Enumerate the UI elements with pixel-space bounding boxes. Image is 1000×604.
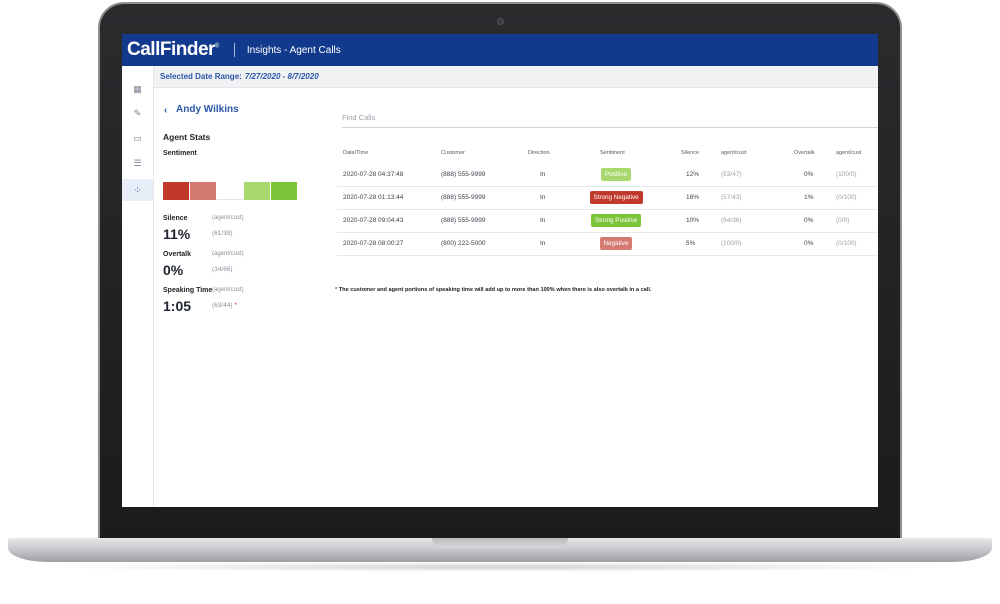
column-header-sentiment[interactable]: Sentiment	[600, 150, 625, 156]
silence-sub: (agent/cust)	[212, 215, 244, 221]
cell-overtalk-ratio: (100/0)	[836, 171, 857, 178]
cell-direction: In	[540, 217, 546, 224]
cell-customer: (800) 222-5000	[441, 240, 486, 247]
overtalk-ratio: (34/66)	[212, 266, 233, 273]
cell-overtalk-ratio: (0/100)	[836, 194, 857, 201]
table-row[interactable]: 2020-07-28 04:37:48 (888) 555-9999 In 12% (5…	[337, 164, 878, 187]
column-header-datetime[interactable]: Date/Time	[343, 150, 369, 156]
cell-direction: In	[540, 194, 546, 201]
cell-datetime: 2020-07-28 04:37:48	[343, 171, 404, 178]
column-header-direction[interactable]: Direction	[528, 150, 550, 156]
cell-silence: 5%	[686, 240, 696, 247]
silence-value: 11%	[163, 226, 191, 242]
cell-overtalk-ratio: (0/100)	[836, 240, 857, 247]
top-bar: CallFinder® Insights - Agent Calls	[122, 34, 878, 66]
app-screen: CallFinder® Insights - Agent Calls Selec…	[122, 34, 878, 507]
column-header-overtalk-ratio[interactable]: agent/cust	[836, 150, 862, 156]
cell-customer: (888) 555-9999	[441, 194, 486, 201]
cell-silence-ratio: (57/43)	[721, 194, 742, 201]
overtalk-sub: (agent/cust)	[212, 251, 244, 257]
date-range-bar: Selected Date Range: 7/27/2020 - 8/7/202…	[122, 66, 878, 88]
cell-overtalk: 0%	[804, 217, 814, 224]
sidebar-item-dashboard[interactable]: ▦	[122, 78, 153, 100]
cell-silence-ratio: (64/36)	[721, 217, 742, 224]
cell-direction: In	[540, 240, 546, 247]
speaking-time-footnote: * The customer and agent portions of spe…	[335, 287, 652, 293]
sentiment-badge: Strong Positive	[591, 214, 642, 227]
column-header-customer[interactable]: Customer	[441, 150, 465, 156]
silence-ratio: (61/39)	[212, 230, 233, 237]
find-calls-input[interactable]	[342, 108, 878, 128]
cell-silence-ratio: (100/0)	[721, 240, 742, 247]
cell-overtalk: 0%	[804, 240, 814, 247]
sentiment-label: Sentiment	[163, 150, 197, 157]
column-header-silence-ratio[interactable]: agent/cust	[721, 150, 747, 156]
sentiment-badge: Positive	[601, 168, 632, 181]
cell-silence: 16%	[686, 194, 700, 201]
page-title: Insights - Agent Calls	[246, 44, 341, 56]
table-row[interactable]: 2020-07-28 01:13:44 (888) 555-9999 In 16% (5…	[337, 187, 878, 210]
cell-datetime: 2020-07-28 01:13:44	[343, 194, 404, 201]
table-row[interactable]: 2020-07-28 09:04:43 (888) 555-9999 In 10% (6…	[337, 210, 878, 233]
sentiment-badge: Negative	[599, 237, 633, 250]
agent-stats-heading: Agent Stats	[163, 132, 211, 142]
column-header-silence[interactable]: Silence	[681, 150, 700, 156]
cell-customer: (888) 555-9999	[441, 171, 486, 178]
cell-datetime: 2020-07-28 08:00:27	[343, 240, 404, 247]
sentiment-badge: Strong Negative	[589, 191, 643, 204]
sidebar: ▦ ✎ ▭ ☰ ⁘	[122, 66, 154, 507]
list-icon: ☰	[133, 157, 142, 168]
sentiment-bar-strong-negative	[163, 182, 189, 200]
speaking-time-value: 1:05	[163, 298, 192, 314]
overtalk-value: 0%	[163, 262, 184, 278]
sidebar-item-insights[interactable]: ⁘	[122, 179, 153, 201]
overtalk-label: Overtalk	[163, 251, 192, 258]
sentiment-bar-strong-positive	[271, 182, 297, 200]
column-header-overtalk[interactable]: Overtalk	[794, 150, 815, 156]
chat-icon: ▭	[133, 132, 142, 143]
insights-icon: ⁘	[133, 184, 142, 195]
sentiment-bar-positive	[244, 182, 270, 200]
date-range-label: Selected Date Range:	[160, 72, 242, 81]
silence-label: Silence	[163, 215, 188, 222]
sentiment-bar-neutral	[217, 182, 243, 200]
cell-datetime: 2020-07-28 09:04:43	[343, 217, 404, 224]
speaking-time-label: Speaking Time	[163, 287, 213, 294]
cell-overtalk: 1%	[804, 194, 814, 201]
speaking-time-sub: (agent/cust)	[212, 287, 244, 293]
table-row[interactable]: 2020-07-28 08:00:27 (800) 222-5000 In 5% (10…	[337, 233, 878, 256]
cell-customer: (888) 555-9999	[441, 217, 486, 224]
cell-direction: In	[540, 171, 546, 178]
cell-silence-ratio: (53/47)	[721, 171, 742, 178]
camera-icon	[497, 18, 504, 25]
sidebar-item-chat[interactable]: ▭	[122, 127, 153, 149]
laptop-notch	[432, 538, 568, 548]
sidebar-item-list[interactable]: ☰	[122, 152, 153, 174]
date-range-value[interactable]: 7/27/2020 - 8/7/2020	[244, 72, 319, 81]
dashboard-icon: ▦	[133, 83, 142, 94]
laptop-shadow	[40, 562, 960, 572]
edit-icon: ✎	[133, 107, 142, 118]
sentiment-bar-negative	[190, 182, 216, 200]
callfinder-logo[interactable]: CallFinder®	[127, 39, 219, 60]
speaking-time-ratio: (63/44) *	[212, 302, 237, 309]
header-separator	[233, 43, 235, 57]
back-chevron-icon[interactable]: ‹	[164, 105, 168, 116]
sidebar-item-edit[interactable]: ✎	[122, 102, 153, 124]
cell-overtalk: 0%	[804, 171, 814, 178]
agent-name: Andy Wilkins	[176, 104, 239, 115]
cell-silence: 12%	[686, 171, 700, 178]
cell-silence: 10%	[686, 217, 700, 224]
cell-overtalk-ratio: (0/0)	[836, 217, 850, 224]
